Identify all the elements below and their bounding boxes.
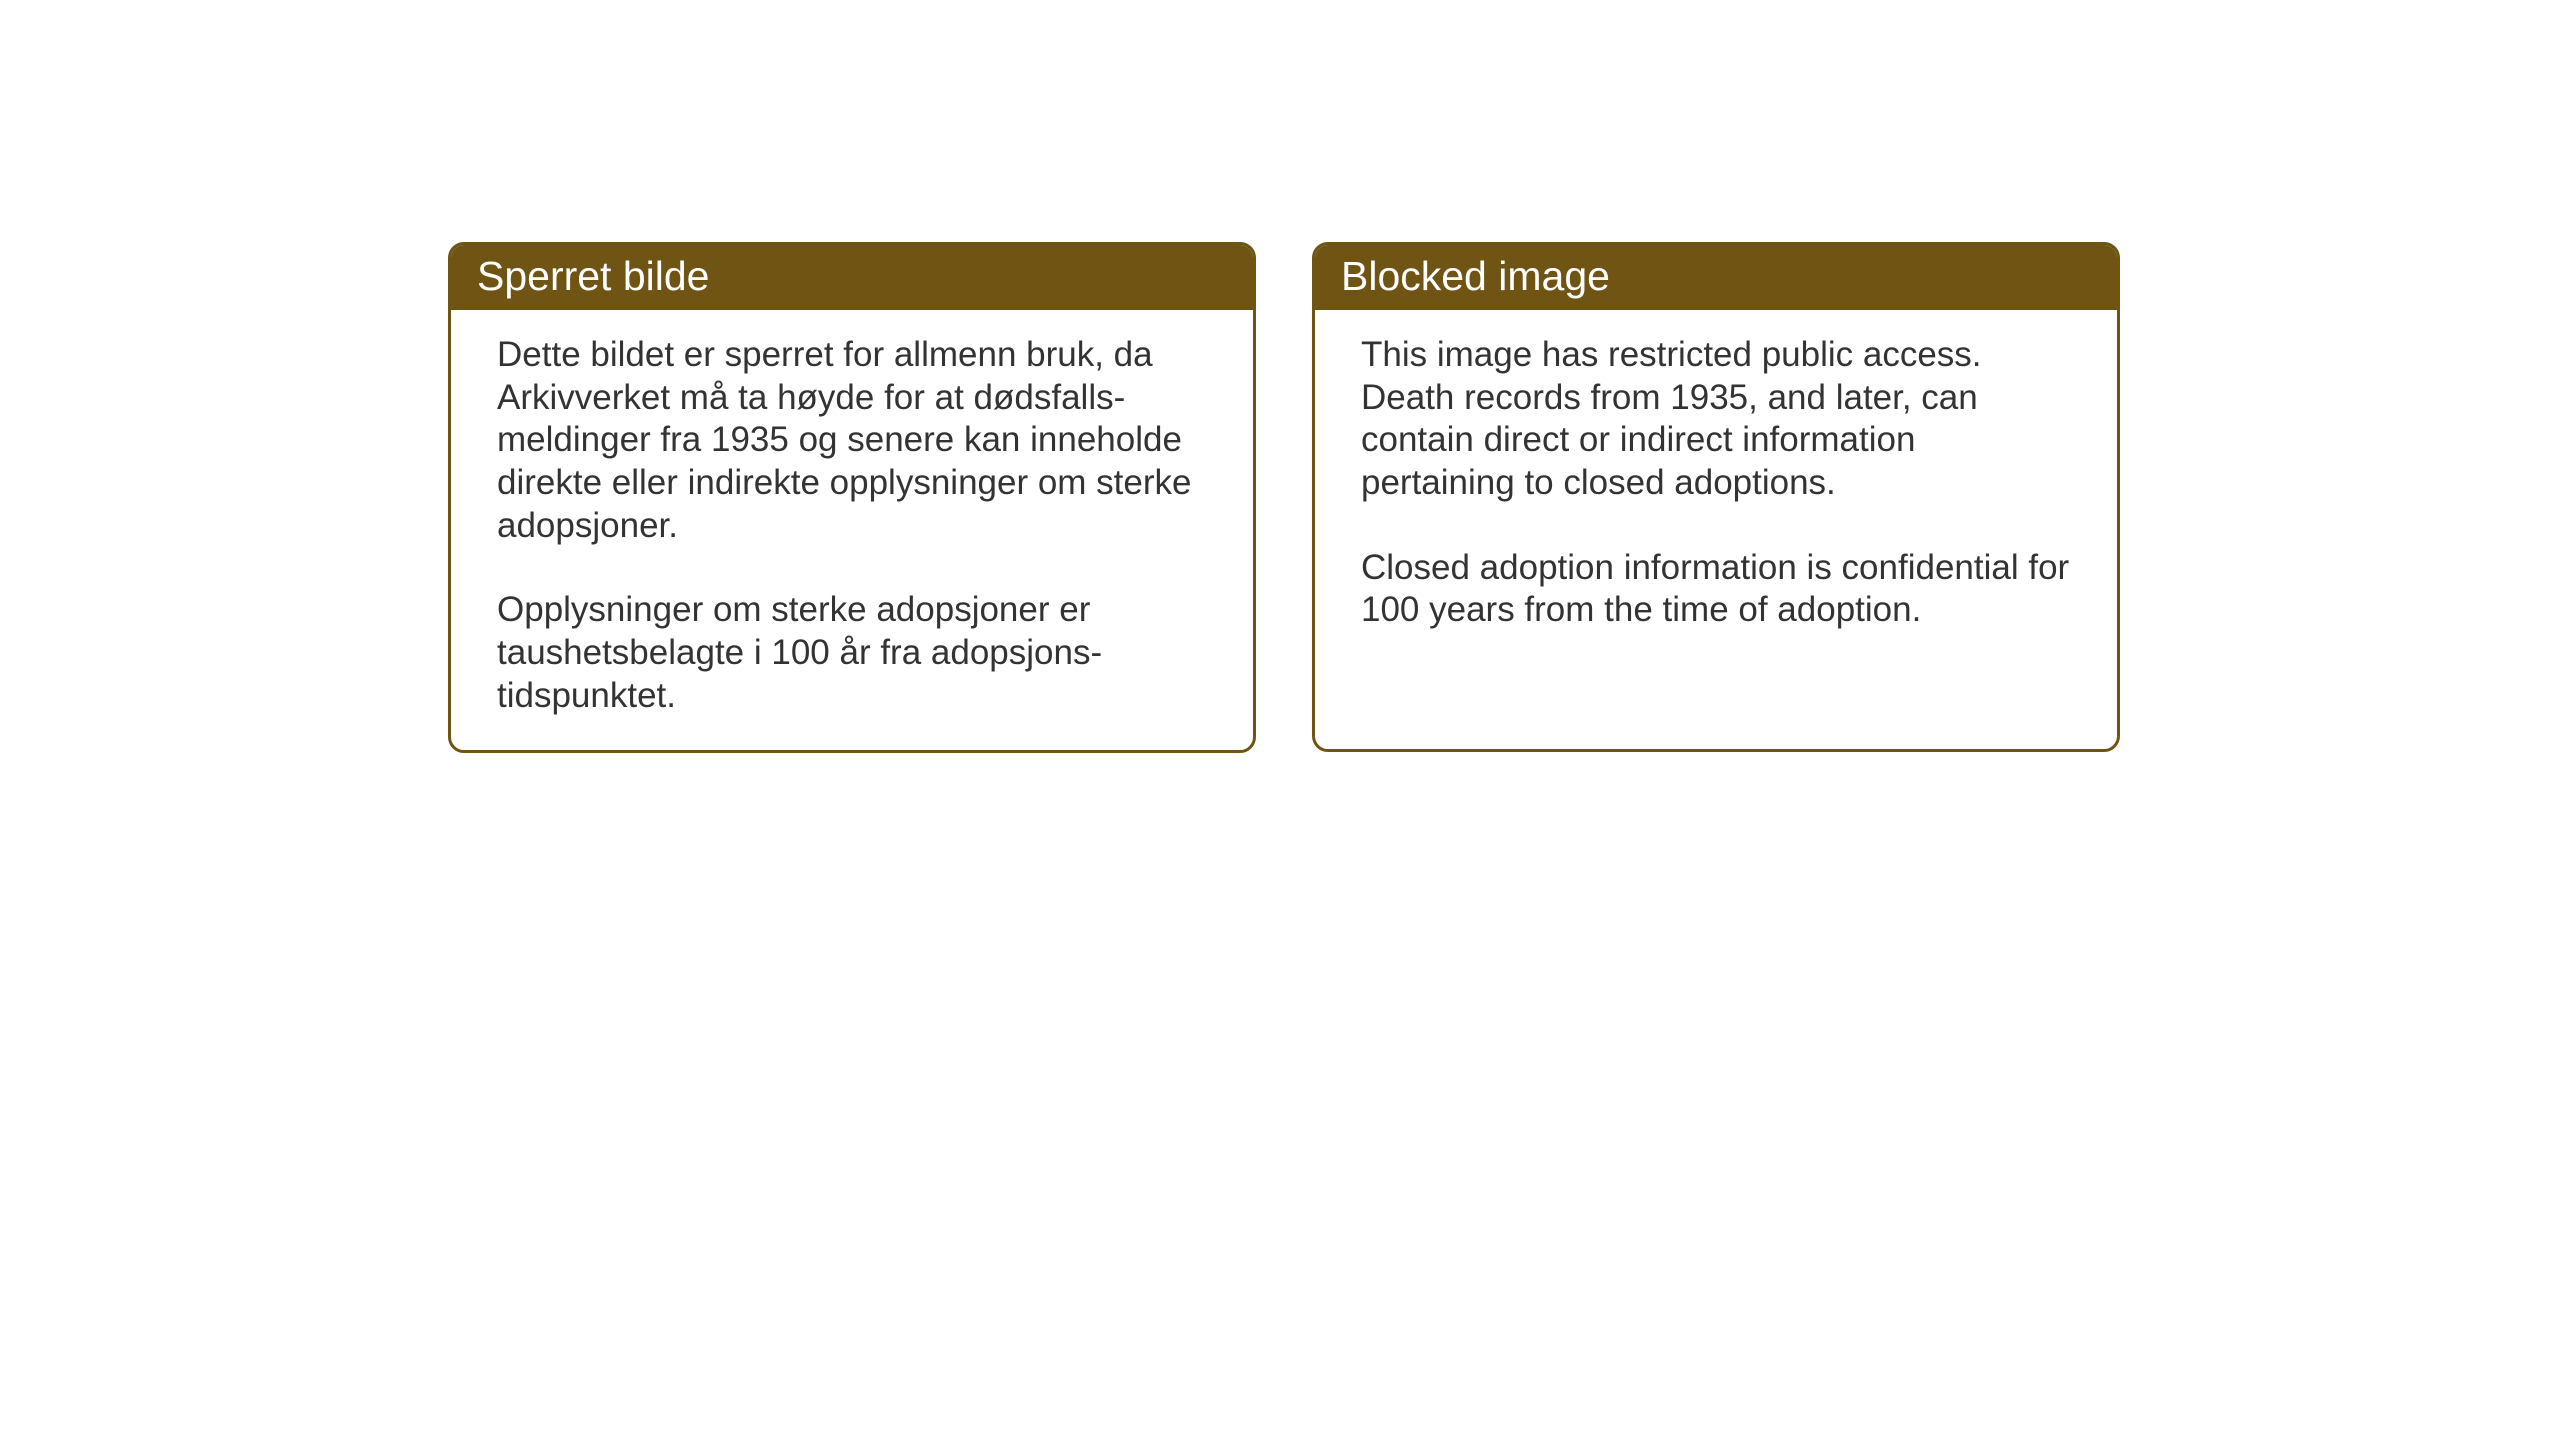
paragraph-text: Dette bildet er sperret for allmenn bruk… xyxy=(497,334,1213,547)
notice-card-english: Blocked image This image has restricted … xyxy=(1312,242,2120,752)
header-text: Sperret bilde xyxy=(477,253,709,299)
card-body-english: This image has restricted public access.… xyxy=(1315,310,2117,664)
header-text: Blocked image xyxy=(1341,253,1610,299)
paragraph-text: This image has restricted public access.… xyxy=(1361,334,2077,505)
notice-container: Sperret bilde Dette bildet er sperret fo… xyxy=(0,0,2560,753)
paragraph-text: Closed adoption information is confident… xyxy=(1361,547,2077,632)
card-body-norwegian: Dette bildet er sperret for allmenn bruk… xyxy=(451,310,1253,750)
card-header-english: Blocked image xyxy=(1315,245,2117,310)
card-header-norwegian: Sperret bilde xyxy=(451,245,1253,310)
notice-card-norwegian: Sperret bilde Dette bildet er sperret fo… xyxy=(448,242,1256,753)
paragraph-text: Opplysninger om sterke adopsjoner er tau… xyxy=(497,589,1213,717)
